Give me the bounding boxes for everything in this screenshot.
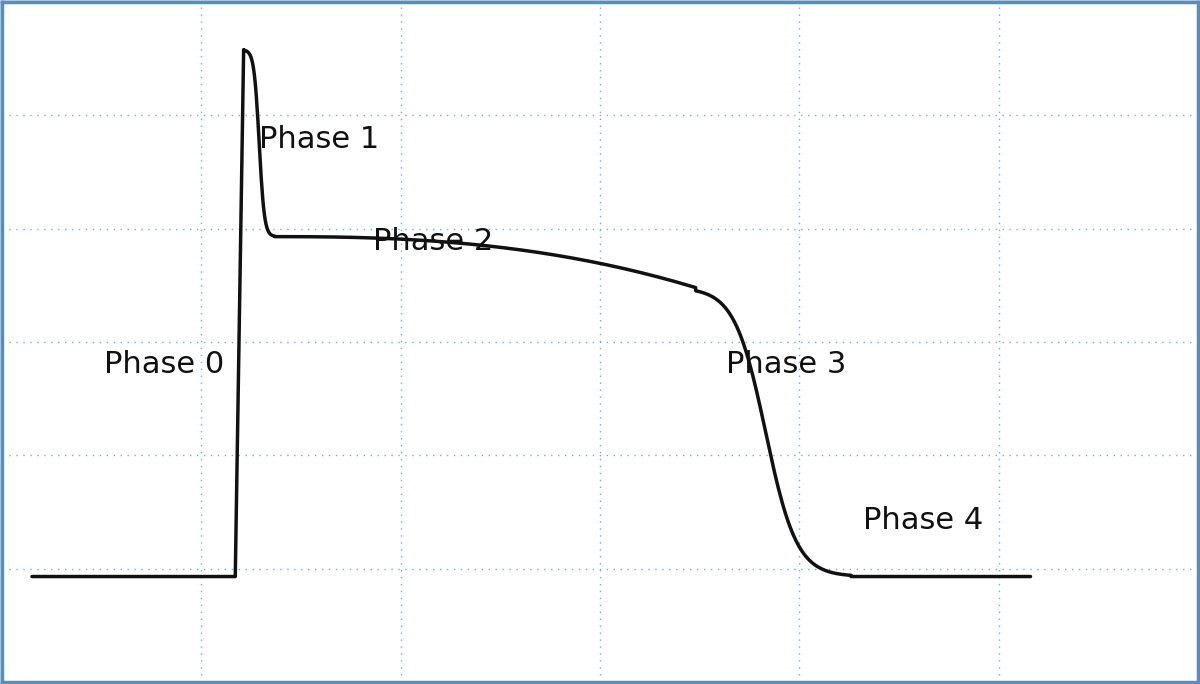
Text: Phase 3: Phase 3 bbox=[726, 350, 846, 378]
Text: Phase 4: Phase 4 bbox=[863, 506, 983, 535]
Text: Phase 1: Phase 1 bbox=[259, 125, 379, 155]
Text: Phase 2: Phase 2 bbox=[373, 227, 493, 256]
Text: Phase 0: Phase 0 bbox=[103, 350, 224, 378]
